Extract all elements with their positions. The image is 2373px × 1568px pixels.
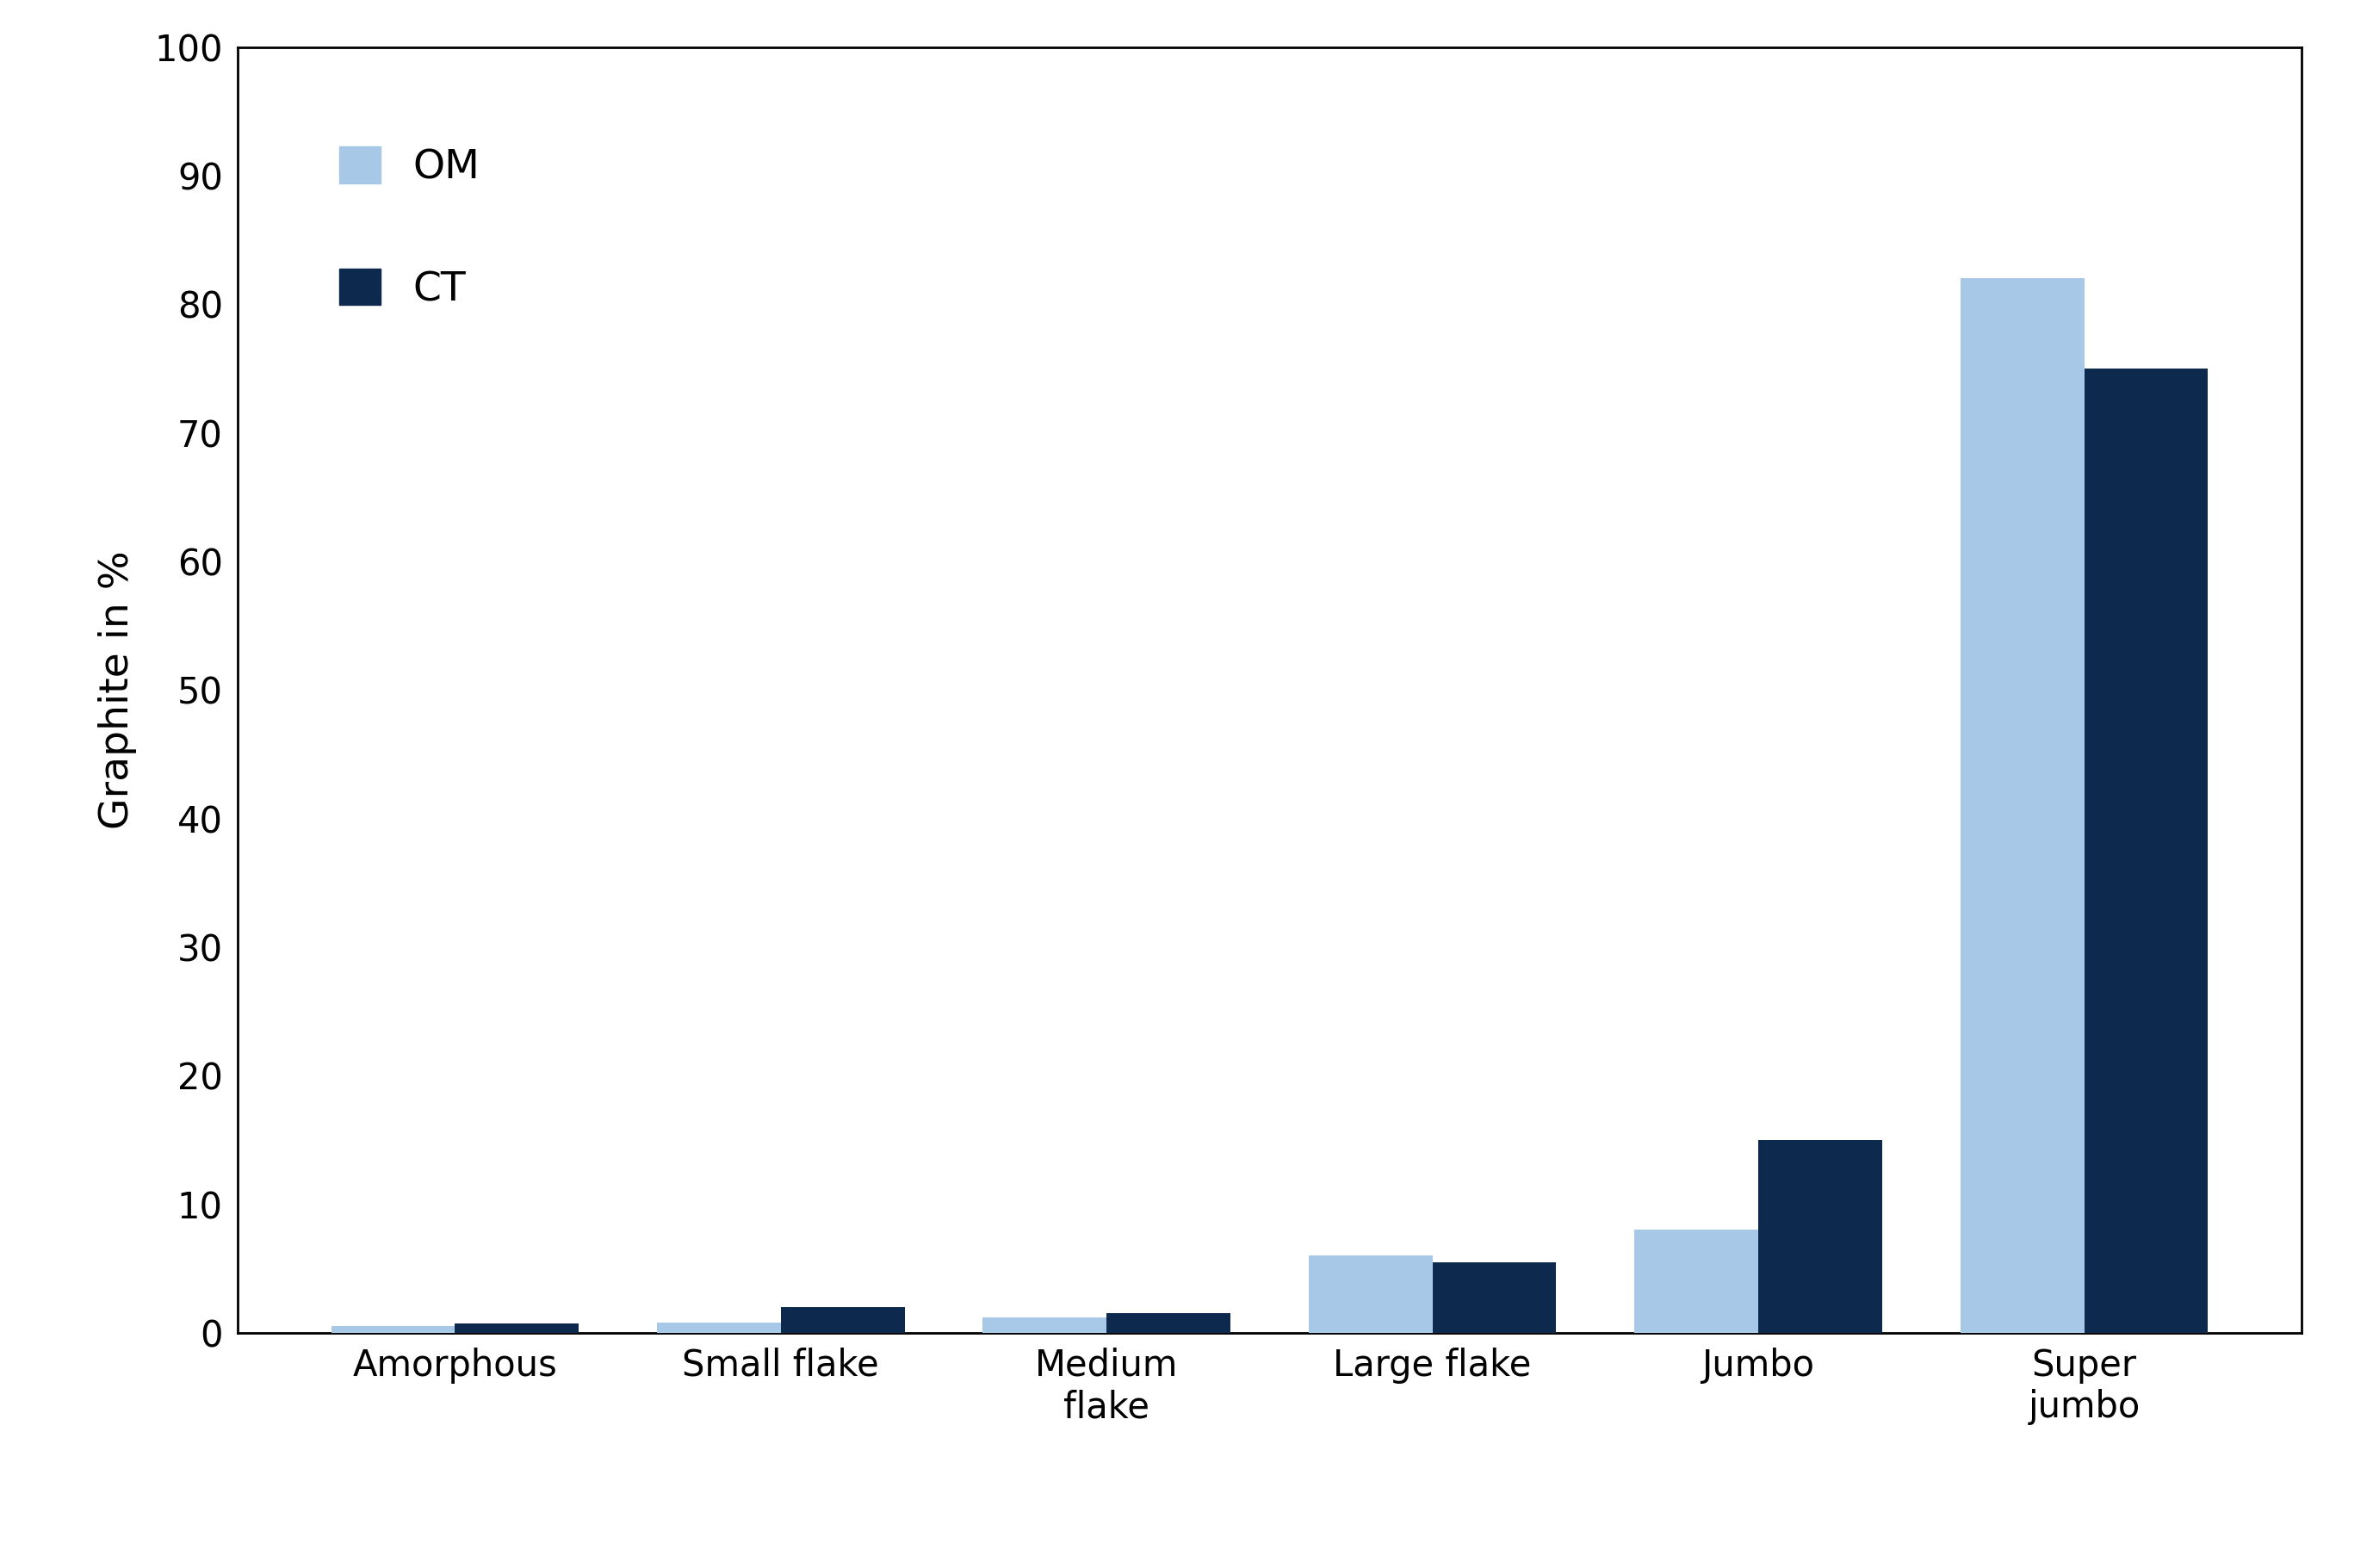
Bar bbox=[1960, 279, 2083, 1333]
Bar bbox=[657, 1322, 781, 1333]
Bar bbox=[982, 1317, 1106, 1333]
Y-axis label: Graphite in %: Graphite in % bbox=[97, 550, 138, 829]
Bar bbox=[1308, 1256, 1433, 1333]
Bar bbox=[1635, 1229, 1758, 1333]
Bar bbox=[1433, 1262, 1557, 1333]
Bar bbox=[2083, 368, 2207, 1333]
Legend: OM, CT: OM, CT bbox=[299, 107, 520, 350]
Bar bbox=[1106, 1314, 1232, 1333]
Bar bbox=[332, 1327, 456, 1333]
Bar bbox=[456, 1323, 579, 1333]
Bar bbox=[1758, 1140, 1882, 1333]
Bar bbox=[781, 1308, 904, 1333]
